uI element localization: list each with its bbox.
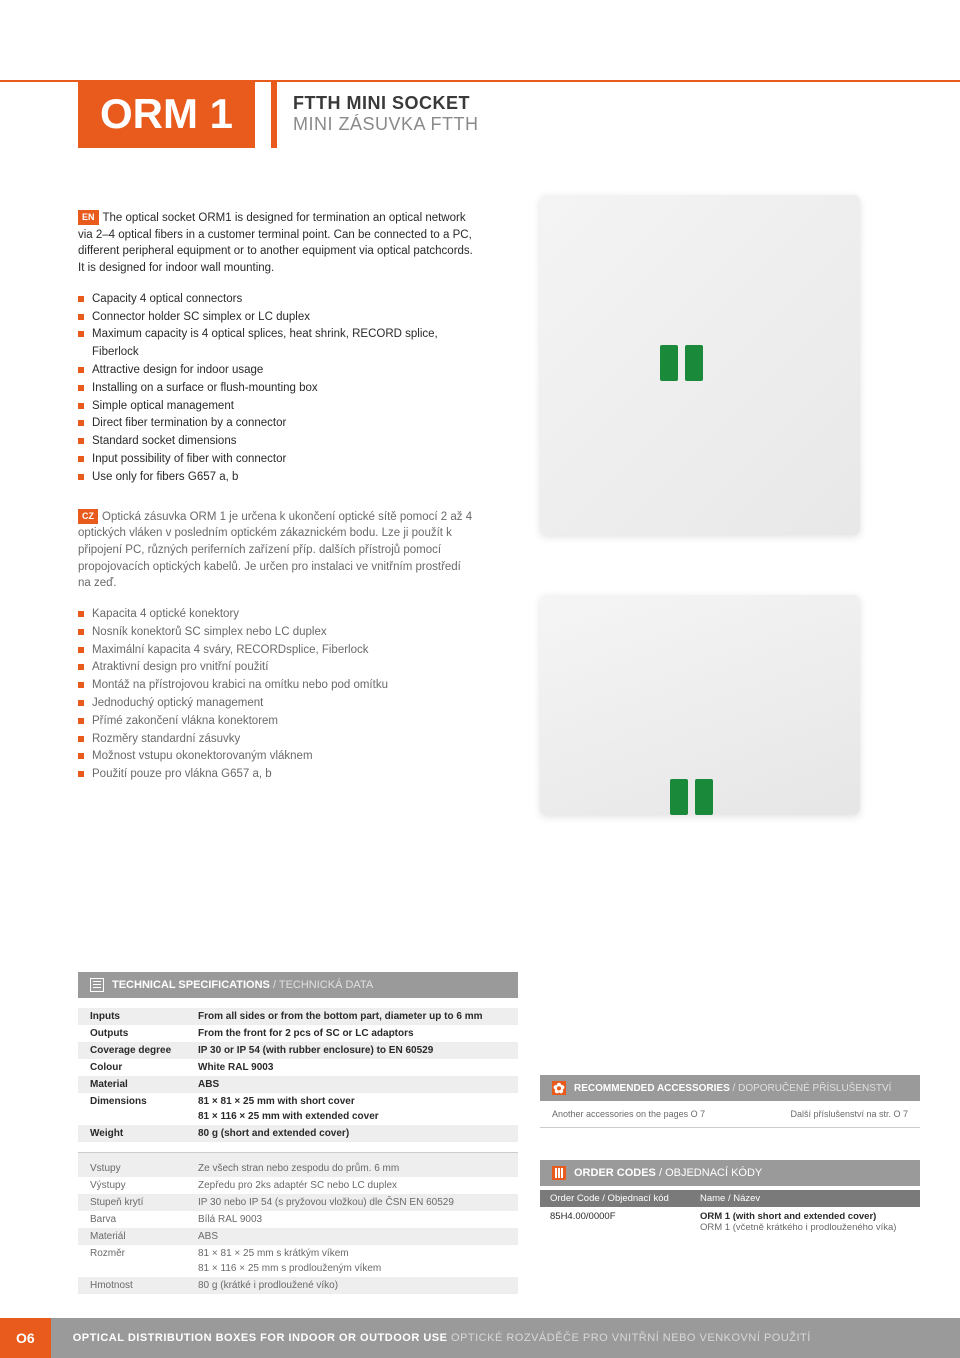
- table-row: Hmotnost80 g (krátké i prodloužené víko): [78, 1277, 518, 1294]
- list-item: Direct fiber termination by a connector: [78, 415, 473, 433]
- ord-title-cz: / OBJEDNACÍ KÓDY: [656, 1167, 762, 1179]
- list-item: Rozměry standardní zásuvky: [78, 731, 473, 749]
- list-item: Přímé zakončení vlákna konektorem: [78, 713, 473, 731]
- table-row: InputsFrom all sides or from the bottom …: [78, 1008, 518, 1025]
- list-item: Jednoduchý optický management: [78, 695, 473, 713]
- header-titles: FTTH MINI SOCKET MINI ZÁSUVKA FTTH: [293, 93, 479, 135]
- table-row: MaterialABS: [78, 1076, 518, 1093]
- title-cz: MINI ZÁSUVKA FTTH: [293, 114, 479, 135]
- list-item: Installing on a surface or flush-mountin…: [78, 380, 473, 398]
- order-codes-header: ORDER CODES / OBJEDNACÍ KÓDY: [540, 1160, 920, 1186]
- intro-cz-text: Optická zásuvka ORM 1 je určena k ukonče…: [78, 511, 472, 590]
- list-item: Použití pouze pro vlákna G657 a, b: [78, 766, 473, 784]
- table-row: Dimensions81 × 81 × 25 mm with short cov…: [78, 1093, 518, 1125]
- tech-title-en: TECHNICAL SPECIFICATIONS: [112, 979, 270, 991]
- spec-table-cz: VstupyZe všech stran nebo zespodu do prů…: [78, 1152, 518, 1294]
- table-row: Stupeň krytíIP 30 nebo IP 54 (s pryžovou…: [78, 1194, 518, 1211]
- list-item: Simple optical management: [78, 398, 473, 416]
- acc-title-en: RECOMMENDED ACCESSORIES: [574, 1083, 730, 1094]
- intro-en: ENThe optical socket ORM1 is designed fo…: [78, 210, 473, 277]
- accessories-body: Another accessories on the pages O 7 Dal…: [540, 1101, 920, 1128]
- table-row: BarvaBílá RAL 9003: [78, 1211, 518, 1228]
- list-item: Kapacita 4 optické konektory: [78, 606, 473, 624]
- list-item: Nosník konektorů SC simplex nebo LC dupl…: [78, 624, 473, 642]
- table-row: VýstupyZepředu pro 2ks adaptér SC nebo L…: [78, 1177, 518, 1194]
- col-code: Order Code / Objednací kód: [540, 1190, 690, 1207]
- table-row: ColourWhite RAL 9003: [78, 1059, 518, 1076]
- acc-left: Another accessories on the pages O 7: [552, 1109, 705, 1119]
- gear-icon: ✿: [552, 1081, 566, 1095]
- accessories-box: ✿ RECOMMENDED ACCESSORIES / DOPORUČENÉ P…: [540, 1075, 920, 1128]
- table-row: Rozměr81 × 81 × 25 mm s krátkým víkem81 …: [78, 1245, 518, 1277]
- connector-icon: [695, 779, 713, 815]
- ord-title-en: ORDER CODES: [574, 1167, 656, 1179]
- acc-right: Další příslušenství na str. O 7: [790, 1109, 908, 1119]
- list-item: Input possibility of fiber with connecto…: [78, 451, 473, 469]
- tech-spec-box: TECHNICAL SPECIFICATIONS / TECHNICKÁ DAT…: [78, 972, 518, 1294]
- list-item: Connector holder SC simplex or LC duplex: [78, 309, 473, 327]
- list-item: Atraktivní design pro vnitřní použití: [78, 659, 473, 677]
- product-image-closed: [540, 595, 860, 815]
- header: ORM 1 FTTH MINI SOCKET MINI ZÁSUVKA FTTH: [78, 80, 479, 148]
- spec-table-en: InputsFrom all sides or from the bottom …: [78, 1008, 518, 1142]
- order-codes-box: ORDER CODES / OBJEDNACÍ KÓDY Order Code …: [540, 1160, 920, 1237]
- tech-spec-header: TECHNICAL SPECIFICATIONS / TECHNICKÁ DAT…: [78, 972, 518, 998]
- cz-section: CZOptická zásuvka ORM 1 je určena k ukon…: [78, 509, 473, 784]
- content-column: ENThe optical socket ORM1 is designed fo…: [78, 210, 473, 802]
- product-logo: ORM 1: [78, 80, 255, 148]
- acc-title-cz: / DOPORUČENÉ PŘÍSLUŠENSTVÍ: [730, 1083, 892, 1094]
- tech-title-cz: / TECHNICKÁ DATA: [270, 979, 373, 991]
- accessories-header: ✿ RECOMMENDED ACCESSORIES / DOPORUČENÉ P…: [540, 1075, 920, 1101]
- table-row: Weight80 g (short and extended cover): [78, 1125, 518, 1142]
- footer-cz: OPTICKÉ ROZVÁDĚČE PRO VNITŘNÍ NEBO VENKO…: [447, 1332, 810, 1344]
- lang-badge-cz: CZ: [78, 509, 98, 524]
- list-item: Maximum capacity is 4 optical splices, h…: [78, 326, 473, 362]
- table-header-row: Order Code / Objednací kódName / Název: [540, 1190, 920, 1207]
- list-item: Use only for fibers G657 a, b: [78, 469, 473, 487]
- feature-list-cz: Kapacita 4 optické konektoryNosník konek…: [78, 606, 473, 784]
- connector-icon: [660, 345, 678, 381]
- list-item: Montáž na přístrojovou krabici na omítku…: [78, 677, 473, 695]
- feature-list-en: Capacity 4 optical connectorsConnector h…: [78, 291, 473, 487]
- intro-en-text: The optical socket ORM1 is designed for …: [78, 212, 473, 274]
- list-item: Maximální kapacita 4 sváry, RECORDsplice…: [78, 642, 473, 660]
- table-row: VstupyZe všech stran nebo zespodu do prů…: [78, 1153, 518, 1178]
- page-number: O6: [0, 1318, 51, 1358]
- page-footer: O6 OPTICAL DISTRIBUTION BOXES FOR INDOOR…: [0, 1318, 960, 1358]
- title-en: FTTH MINI SOCKET: [293, 93, 479, 114]
- order-table: Order Code / Objednací kódName / Název 8…: [540, 1190, 920, 1237]
- connector-icon: [670, 779, 688, 815]
- product-image-open: [540, 195, 860, 535]
- intro-cz: CZOptická zásuvka ORM 1 je určena k ukon…: [78, 509, 473, 592]
- page: ORM 1 FTTH MINI SOCKET MINI ZÁSUVKA FTTH…: [0, 0, 960, 1358]
- list-item: Možnost vstupu okonektorovaným vláknem: [78, 748, 473, 766]
- list-item: Standard socket dimensions: [78, 433, 473, 451]
- list-icon: [90, 978, 104, 992]
- footer-en: OPTICAL DISTRIBUTION BOXES FOR INDOOR OR…: [73, 1332, 448, 1344]
- header-divider: [271, 80, 277, 148]
- table-row: OutputsFrom the front for 2 pcs of SC or…: [78, 1025, 518, 1042]
- barcode-icon: [552, 1166, 566, 1180]
- footer-text: OPTICAL DISTRIBUTION BOXES FOR INDOOR OR…: [73, 1332, 811, 1344]
- table-row: 85H4.00/0000FORM 1 (with short and exten…: [540, 1207, 920, 1237]
- connector-icon: [685, 345, 703, 381]
- list-item: Capacity 4 optical connectors: [78, 291, 473, 309]
- lang-badge-en: EN: [78, 210, 99, 225]
- table-row: Coverage degreeIP 30 or IP 54 (with rubb…: [78, 1042, 518, 1059]
- list-item: Attractive design for indoor usage: [78, 362, 473, 380]
- col-name: Name / Název: [690, 1190, 920, 1207]
- table-row: MateriálABS: [78, 1228, 518, 1245]
